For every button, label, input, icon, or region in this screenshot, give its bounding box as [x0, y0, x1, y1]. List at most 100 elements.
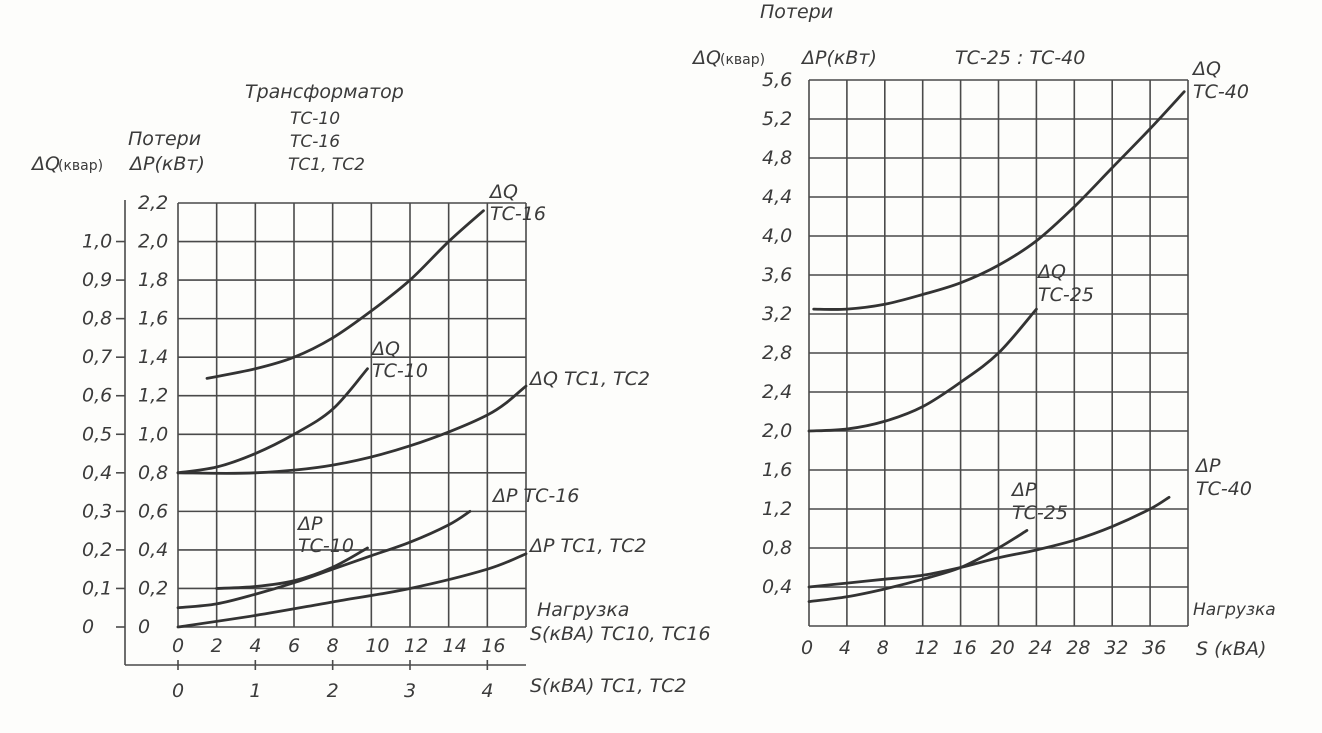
series-label: ΔP TC-16: [491, 485, 579, 507]
x-tick-label: 0: [172, 635, 184, 657]
series-label: ΔQ: [488, 181, 518, 203]
x-tick-label: 36: [1142, 637, 1166, 659]
series-line: [215, 546, 369, 590]
right-xaxis-label: S (кВА): [1196, 638, 1266, 660]
right-load-label: Нагрузка: [1193, 600, 1276, 620]
y-tick-label: 0,2: [138, 577, 168, 599]
y2-tick-label: 0,1: [82, 577, 112, 599]
series-label: ΔQ: [370, 338, 400, 360]
series-label: TC-40: [1196, 478, 1252, 500]
left-title-model-1: TC-10: [290, 109, 340, 129]
left-dq-unit-small: (квар): [58, 158, 103, 174]
left-title-model-2: TC-16: [290, 132, 340, 152]
y-tick-label: 1,2: [138, 385, 168, 407]
series-label: ΔP: [1194, 455, 1221, 477]
x-tick-label: 12: [404, 635, 428, 657]
series-label: ΔQ: [1191, 58, 1221, 80]
chart-marks: 0 2 4 6 8 10 12 14 160 1 2 3 400,20,40,60,81,01,21,4…: [82, 58, 1252, 702]
y-tick-label: 2,0: [762, 420, 792, 442]
series-label: TC-40: [1193, 81, 1249, 103]
series-line: [205, 209, 485, 380]
series-label: TC-25: [1012, 502, 1068, 524]
y-tick-label: 4,4: [762, 186, 792, 208]
x2-tick-label: 1: [249, 680, 261, 702]
y-tick-label: 1,2: [762, 498, 792, 520]
series-label: TC-10: [298, 535, 354, 557]
y-tick-label: 1,6: [762, 459, 792, 481]
y2-tick-label: 0,8: [82, 308, 112, 330]
series-label: ΔP: [1010, 479, 1037, 501]
x-tick-label: 20: [991, 637, 1015, 659]
x-tick-label: 4: [249, 635, 261, 657]
x-tick-label: 16: [953, 637, 977, 659]
y2-tick-label: 0,2: [82, 539, 112, 561]
right-dq-unit-small: (квар): [720, 52, 765, 68]
right-losses-label: Потери: [760, 1, 833, 23]
y-tick-label: 2,0: [138, 231, 168, 253]
x2-tick-label: 0: [172, 680, 184, 702]
y2-tick-label: 0,4: [82, 462, 112, 484]
y-tick-label: 1,4: [138, 346, 168, 368]
y-tick-label: 4,0: [762, 225, 792, 247]
y2-tick-label: 0: [82, 616, 94, 638]
series-line: [807, 307, 1038, 433]
series-line: [176, 384, 528, 475]
right-dp-unit: ΔP(кВт): [800, 47, 877, 69]
y2-tick-label: 1,0: [82, 231, 112, 253]
series-label: ΔP TC1, TC2: [528, 535, 647, 557]
x2-tick-label: 3: [404, 680, 416, 702]
y-tick-label: 1,8: [138, 269, 168, 291]
y-tick-label: 2,4: [762, 381, 792, 403]
y2-tick-label: 0,9: [82, 269, 112, 291]
x-tick-label: 6: [288, 635, 300, 657]
y-tick-label: 5,6: [762, 69, 792, 91]
x-tick-label: 12: [915, 637, 939, 659]
y-tick-label: 0,4: [762, 576, 792, 598]
y-tick-label: 4,8: [762, 147, 792, 169]
x-tick-label: 4: [839, 637, 851, 659]
y-tick-label: 0,8: [138, 462, 168, 484]
y2-tick-label: 0,6: [82, 385, 112, 407]
y-tick-label: 1,6: [138, 308, 168, 330]
x-tick-label: 24: [1028, 637, 1052, 659]
left-dq-unit: ΔQ: [30, 153, 60, 175]
series-label: TC-25: [1038, 284, 1094, 306]
y2-tick-label: 0,3: [82, 500, 112, 522]
left-dp-unit: ΔP(кВт): [128, 153, 205, 175]
x-tick-label: 14: [443, 635, 467, 657]
x-tick-label: 8: [877, 637, 889, 659]
y2-tick-label: 0,7: [82, 346, 112, 368]
left-title-model-3: TC1, TC2: [288, 155, 365, 175]
series-label: ΔQ TC1, TC2: [528, 368, 650, 390]
y-tick-label: 2,2: [138, 192, 168, 214]
left-load-label: Нагрузка: [537, 599, 629, 621]
series-label: ΔP: [296, 513, 323, 535]
x-tick-label: 10: [365, 635, 389, 657]
series-line: [176, 367, 369, 475]
y-tick-label: 3,6: [762, 264, 792, 286]
left-xaxis-secondary-label: S(кВА) TC1, TC2: [530, 675, 686, 697]
y-tick-label: 3,2: [762, 303, 792, 325]
series-line: [807, 495, 1171, 589]
y-tick-label: 0,4: [138, 539, 168, 561]
series-line: [807, 529, 1029, 604]
y-tick-label: 0: [138, 616, 150, 638]
right-dq-unit: ΔQ: [691, 47, 721, 69]
left-xaxis-primary-label: S(кВА) TC10, TC16: [530, 623, 711, 645]
series-label: TC-10: [372, 360, 428, 382]
series-line: [812, 90, 1186, 311]
series-label: TC-16: [490, 203, 546, 225]
x-tick-label: 0: [801, 637, 813, 659]
left-losses-label: Потери: [128, 128, 201, 150]
series-line: [176, 552, 528, 629]
x-tick-label: 32: [1104, 637, 1128, 659]
x-tick-label: 28: [1066, 637, 1090, 659]
y2-tick-label: 0,5: [82, 423, 112, 445]
x-tick-label: 2: [211, 635, 223, 657]
series-line: [176, 509, 472, 610]
x-tick-label: 8: [327, 635, 339, 657]
right-title: TC-25 : TC-40: [955, 47, 1085, 69]
y-tick-label: 2,8: [762, 342, 792, 364]
